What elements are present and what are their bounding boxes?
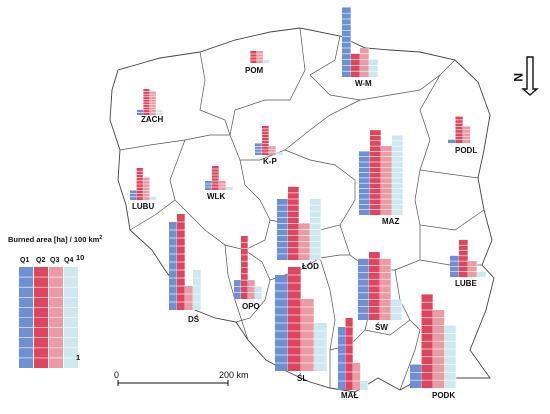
region-chart-12 (358, 252, 403, 320)
north-label: N (511, 73, 525, 82)
bar-region-15-q1 (410, 364, 422, 388)
legend-q1-label: Q1 (20, 257, 29, 264)
region-label-2: W-M (355, 79, 372, 88)
legend-min-label: 1 (76, 353, 80, 362)
region-chart-11 (450, 239, 487, 277)
bar-region-10-q1 (234, 280, 241, 299)
bar-region-12-q3 (380, 258, 391, 320)
region-label-0: ZACH (141, 115, 163, 124)
region-chart-15 (410, 294, 457, 388)
scale-end-label: 200 km (219, 370, 249, 380)
region-label-3: PODL (455, 146, 477, 155)
region-chart-13 (275, 267, 328, 371)
region-label-9: DŚ (188, 315, 200, 324)
region-label-15: PODK (432, 391, 455, 400)
bar-region-6-q4 (226, 187, 233, 190)
region-label-11: LUBE (455, 279, 477, 288)
bar-region-10-q3 (248, 280, 255, 299)
region-label-10: OPO (242, 302, 260, 311)
region-label-4: K-P (263, 157, 277, 166)
region-label-7: ŁÓD (302, 262, 319, 271)
legend-q2-label: Q2 (36, 257, 45, 264)
region-chart-2 (342, 7, 379, 77)
bar-region-5-q1 (130, 190, 137, 200)
bar-region-13-q3 (301, 299, 314, 371)
bar-region-6-q3 (219, 181, 226, 190)
bar-region-8-q3 (381, 146, 392, 215)
region-label-1: POM (245, 66, 264, 75)
region-chart-1 (250, 51, 270, 63)
bar-region-11-q3 (468, 261, 477, 277)
scale-bar: 0 200 km (114, 370, 249, 386)
region-label-13: ŚL (297, 374, 307, 383)
bar-region-5-q4 (149, 196, 157, 200)
bar-region-4-q4 (276, 152, 283, 155)
legend-max-label: 10 (76, 253, 84, 262)
legend: Burned area [ha] / 100 km2 Q1 Q2 Q3 Q4 1… (8, 235, 102, 368)
bar-region-3-q3 (463, 126, 471, 143)
bar-region-11-q4 (477, 271, 486, 277)
bar-region-14-q4 (360, 381, 368, 390)
bar-region-1-q4 (263, 60, 270, 63)
region-chart-6 (205, 166, 234, 190)
bar-region-12-q4 (391, 299, 402, 320)
scale-start-label: 0 (114, 370, 119, 380)
country-outline (109, 27, 495, 393)
legend-title: Burned area [ha] / 100 km2 (8, 235, 102, 244)
bar-region-9-q1 (169, 222, 177, 310)
legend-grid (19, 276, 78, 359)
region-chart-0 (137, 89, 163, 115)
region-label-12: ŚW (375, 323, 388, 332)
region-chart-7 (277, 186, 322, 260)
bar-region-6-q1 (205, 181, 212, 190)
bar-region-14-q3 (353, 363, 361, 390)
bar-region-4-q3 (269, 146, 276, 155)
bar-region-0-q3 (149, 91, 157, 115)
bar-region-13-q2 (288, 267, 301, 371)
region-chart-5 (130, 168, 157, 200)
bar-region-11-q2 (459, 239, 468, 277)
bar-region-9-q4 (193, 270, 201, 310)
bar-region-12-q1 (358, 258, 369, 320)
region-label-14: MAŁ (341, 391, 358, 400)
bar-region-14-q1 (338, 327, 346, 390)
region-chart-3 (448, 116, 471, 143)
bar-region-9-q3 (185, 286, 193, 310)
region-label-6: WLK (207, 192, 225, 201)
region-label-5: LUBU (132, 202, 154, 211)
region-chart-9 (169, 214, 202, 310)
bar-region-5-q3 (143, 177, 150, 200)
region-label-8: MAZ (382, 217, 399, 226)
region-chart-14 (338, 318, 369, 390)
bar-region-2-q3 (360, 48, 369, 77)
region-borders (119, 27, 485, 391)
region-labels: ZACH POM W-M PODL K-P LUBU WLK ŁÓD MAZ DŚ OPO LUBE Ś… (132, 66, 477, 400)
bar-region-3-q1 (448, 139, 456, 143)
region-chart-8 (359, 130, 404, 215)
region-bar-charts (130, 7, 487, 390)
legend-q3-label: Q3 (50, 257, 59, 264)
legend-q4-label: Q4 (64, 257, 73, 264)
region-chart-4 (255, 126, 284, 155)
region-chart-10 (234, 236, 263, 299)
north-arrow-icon: N (511, 56, 539, 96)
bar-region-8-q4 (392, 135, 403, 215)
bar-region-2-q4 (369, 59, 378, 77)
